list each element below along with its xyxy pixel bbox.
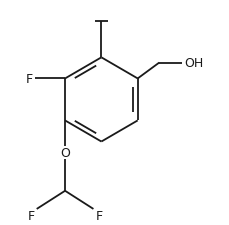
Text: F: F [26, 73, 33, 86]
Text: F: F [27, 209, 34, 222]
Text: OH: OH [183, 57, 203, 70]
Text: F: F [95, 209, 102, 222]
Text: O: O [60, 146, 70, 159]
